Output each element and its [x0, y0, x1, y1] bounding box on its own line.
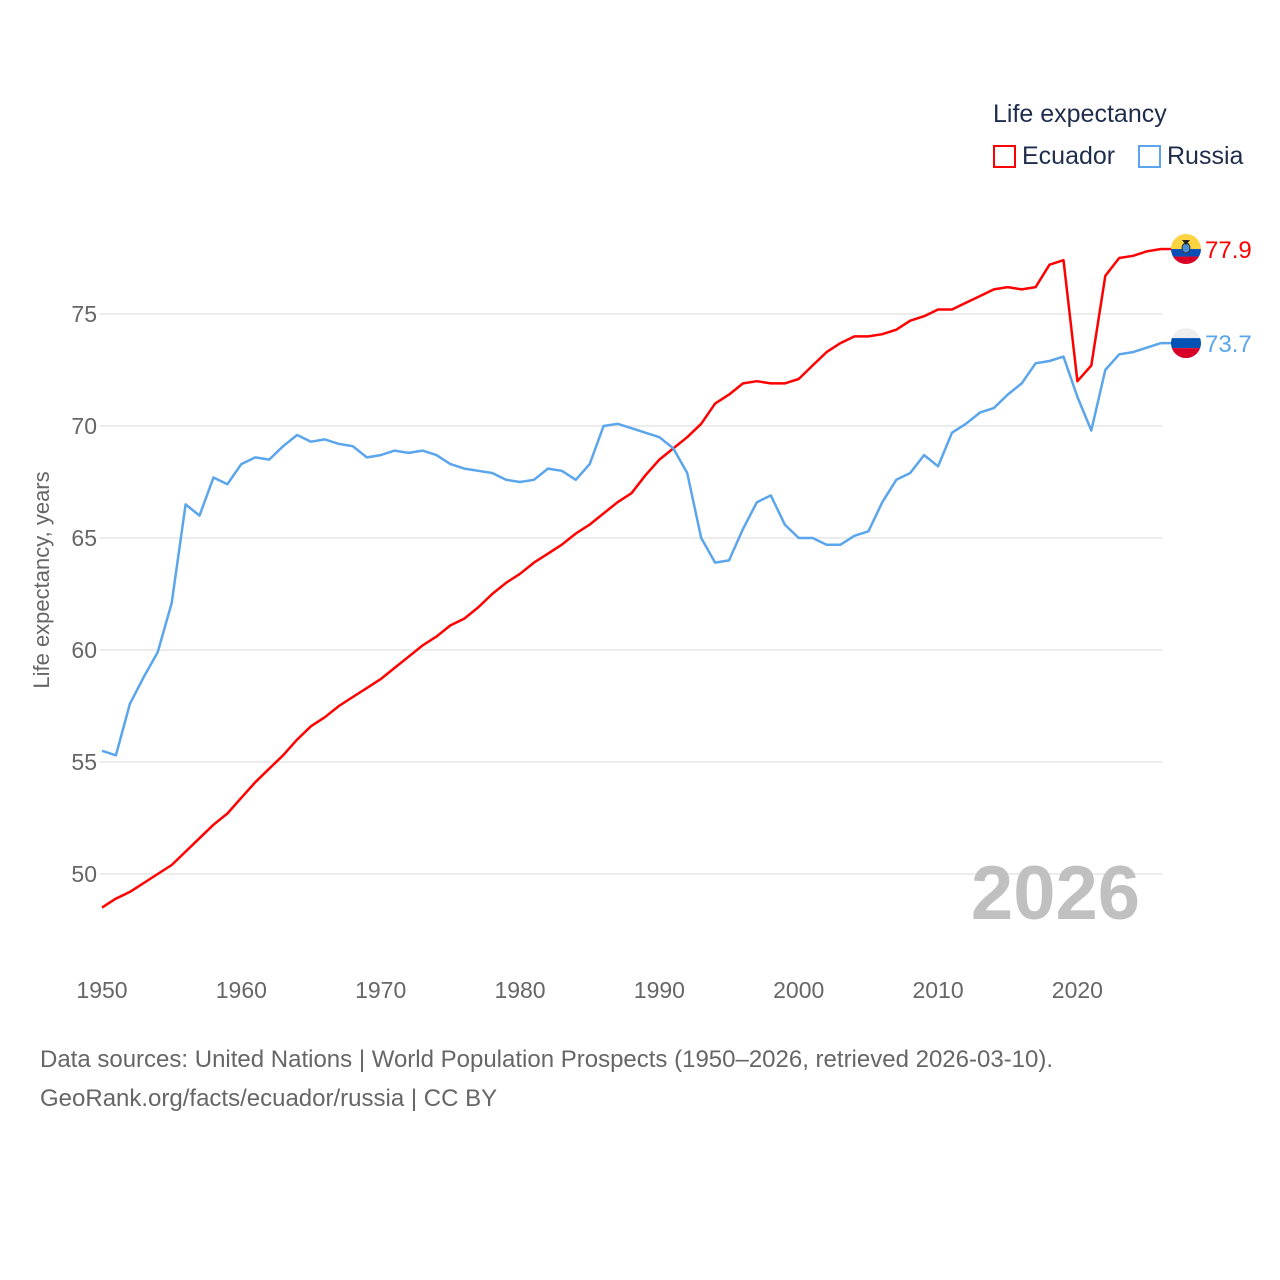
end-value-label: 77.9	[1205, 237, 1252, 264]
x-tick-label: 2000	[773, 977, 824, 1003]
y-tick-label: 50	[71, 861, 97, 887]
current-year-watermark: 2026	[970, 851, 1140, 936]
legend-label: Ecuador	[1022, 142, 1116, 170]
legend-item-russia[interactable]: Russia	[1138, 142, 1243, 171]
y-axis-label: Life expectancy, years	[29, 471, 54, 689]
ecuador-flag-icon	[1171, 234, 1201, 265]
y-tick-label: 70	[71, 413, 97, 439]
x-tick-label: 2020	[1052, 977, 1103, 1003]
legend-swatch-russia	[1138, 145, 1161, 168]
y-tick-label: 55	[71, 749, 97, 775]
legend-title: Life expectancy	[993, 100, 1167, 128]
x-tick-label: 1960	[216, 977, 267, 1003]
legend-swatch-ecuador	[993, 145, 1016, 168]
y-tick-label: 75	[71, 301, 97, 327]
x-tick-label: 1980	[494, 977, 545, 1003]
y-tick-label: 60	[71, 637, 97, 663]
series-line-ecuador	[101, 247, 1162, 909]
series-line-russia	[101, 341, 1162, 757]
legend-label: Russia	[1167, 142, 1244, 170]
x-tick-label: 2010	[912, 977, 963, 1003]
legend-item-ecuador[interactable]: Ecuador	[993, 142, 1115, 171]
footer-link[interactable]: GeoRank.org/facts/ecuador/russia | CC BY	[40, 1085, 498, 1112]
end-value-label: 73.7	[1205, 331, 1252, 358]
russia-flag-icon	[1171, 328, 1201, 359]
x-tick-label: 1950	[76, 977, 127, 1003]
y-tick-label: 65	[71, 525, 97, 551]
footer-sources: Data sources: United Nations | World Pop…	[40, 1046, 1054, 1073]
x-tick-label: 1990	[634, 977, 685, 1003]
x-tick-label: 1970	[355, 977, 406, 1003]
